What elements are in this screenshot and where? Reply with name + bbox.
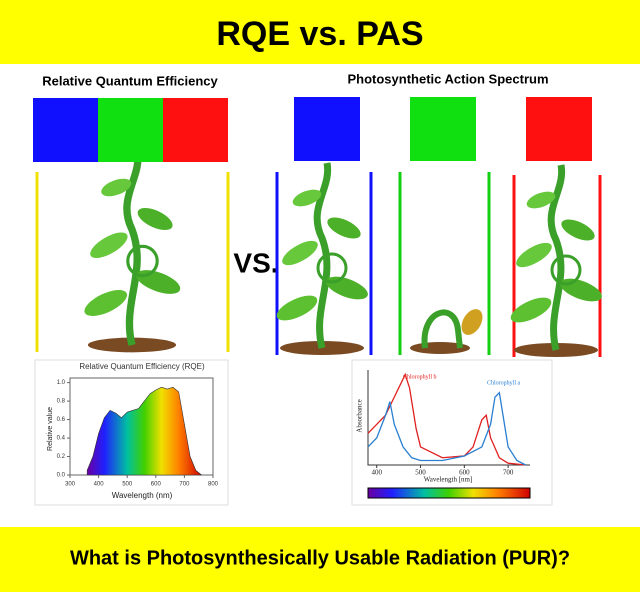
x-tick-label: 300 — [65, 482, 76, 488]
y-tick-label: 0.8 — [57, 399, 66, 405]
absorbance-line — [367, 391, 526, 466]
header-band — [0, 0, 640, 64]
x-tick-label: 500 — [415, 469, 426, 477]
x-tick-label: 600 — [459, 469, 470, 477]
left-heading: Relative Quantum Efficiency — [42, 73, 218, 88]
y-tick-label: 0.4 — [57, 436, 66, 442]
rqe-x-label: Wavelength (nm) — [112, 491, 173, 500]
plot-axes — [367, 370, 530, 466]
y-tick-label: 0.0 — [57, 473, 66, 479]
rqe-title: Relative Quantum Efficiency (RQE) — [79, 362, 205, 371]
absorbance-line — [367, 372, 526, 466]
x-tick-label: 700 — [503, 469, 514, 477]
vs-label: VS. — [233, 247, 278, 278]
x-tick-label: 400 — [372, 469, 383, 477]
pas-panel — [351, 359, 553, 506]
color-swatch — [294, 97, 360, 161]
spectrum-bar — [367, 487, 531, 499]
rqe-area — [86, 386, 203, 476]
x-tick-label: 400 — [94, 482, 105, 488]
footer-band — [0, 527, 640, 592]
y-tick-label: 1.0 — [57, 380, 66, 386]
pas-y-label: Absorbance — [356, 399, 364, 432]
title: RQE vs. PAS — [216, 15, 423, 53]
x-tick-label: 800 — [208, 482, 219, 488]
x-tick-label: 600 — [151, 482, 162, 488]
x-tick-label: 500 — [122, 482, 133, 488]
legend-label: Chlorophyll a — [487, 380, 521, 386]
color-swatch — [163, 98, 228, 162]
pas-x-label: Wavelength [nm] — [424, 476, 473, 484]
color-swatch — [410, 97, 476, 161]
footer-question: What is Photosynthesically Usable Radiat… — [70, 547, 570, 569]
color-swatch — [526, 97, 592, 161]
plants — [35, 151, 605, 357]
rqe-y-label: Relative value — [47, 407, 54, 451]
color-swatch — [98, 98, 163, 162]
right-heading: Photosynthetic Action Spectrum — [347, 71, 548, 86]
legend-label: Chlorophyll b — [403, 374, 437, 380]
y-tick-label: 0.2 — [57, 454, 66, 460]
color-swatch — [33, 98, 98, 162]
x-tick-label: 700 — [179, 482, 190, 488]
y-tick-label: 0.6 — [57, 417, 66, 423]
